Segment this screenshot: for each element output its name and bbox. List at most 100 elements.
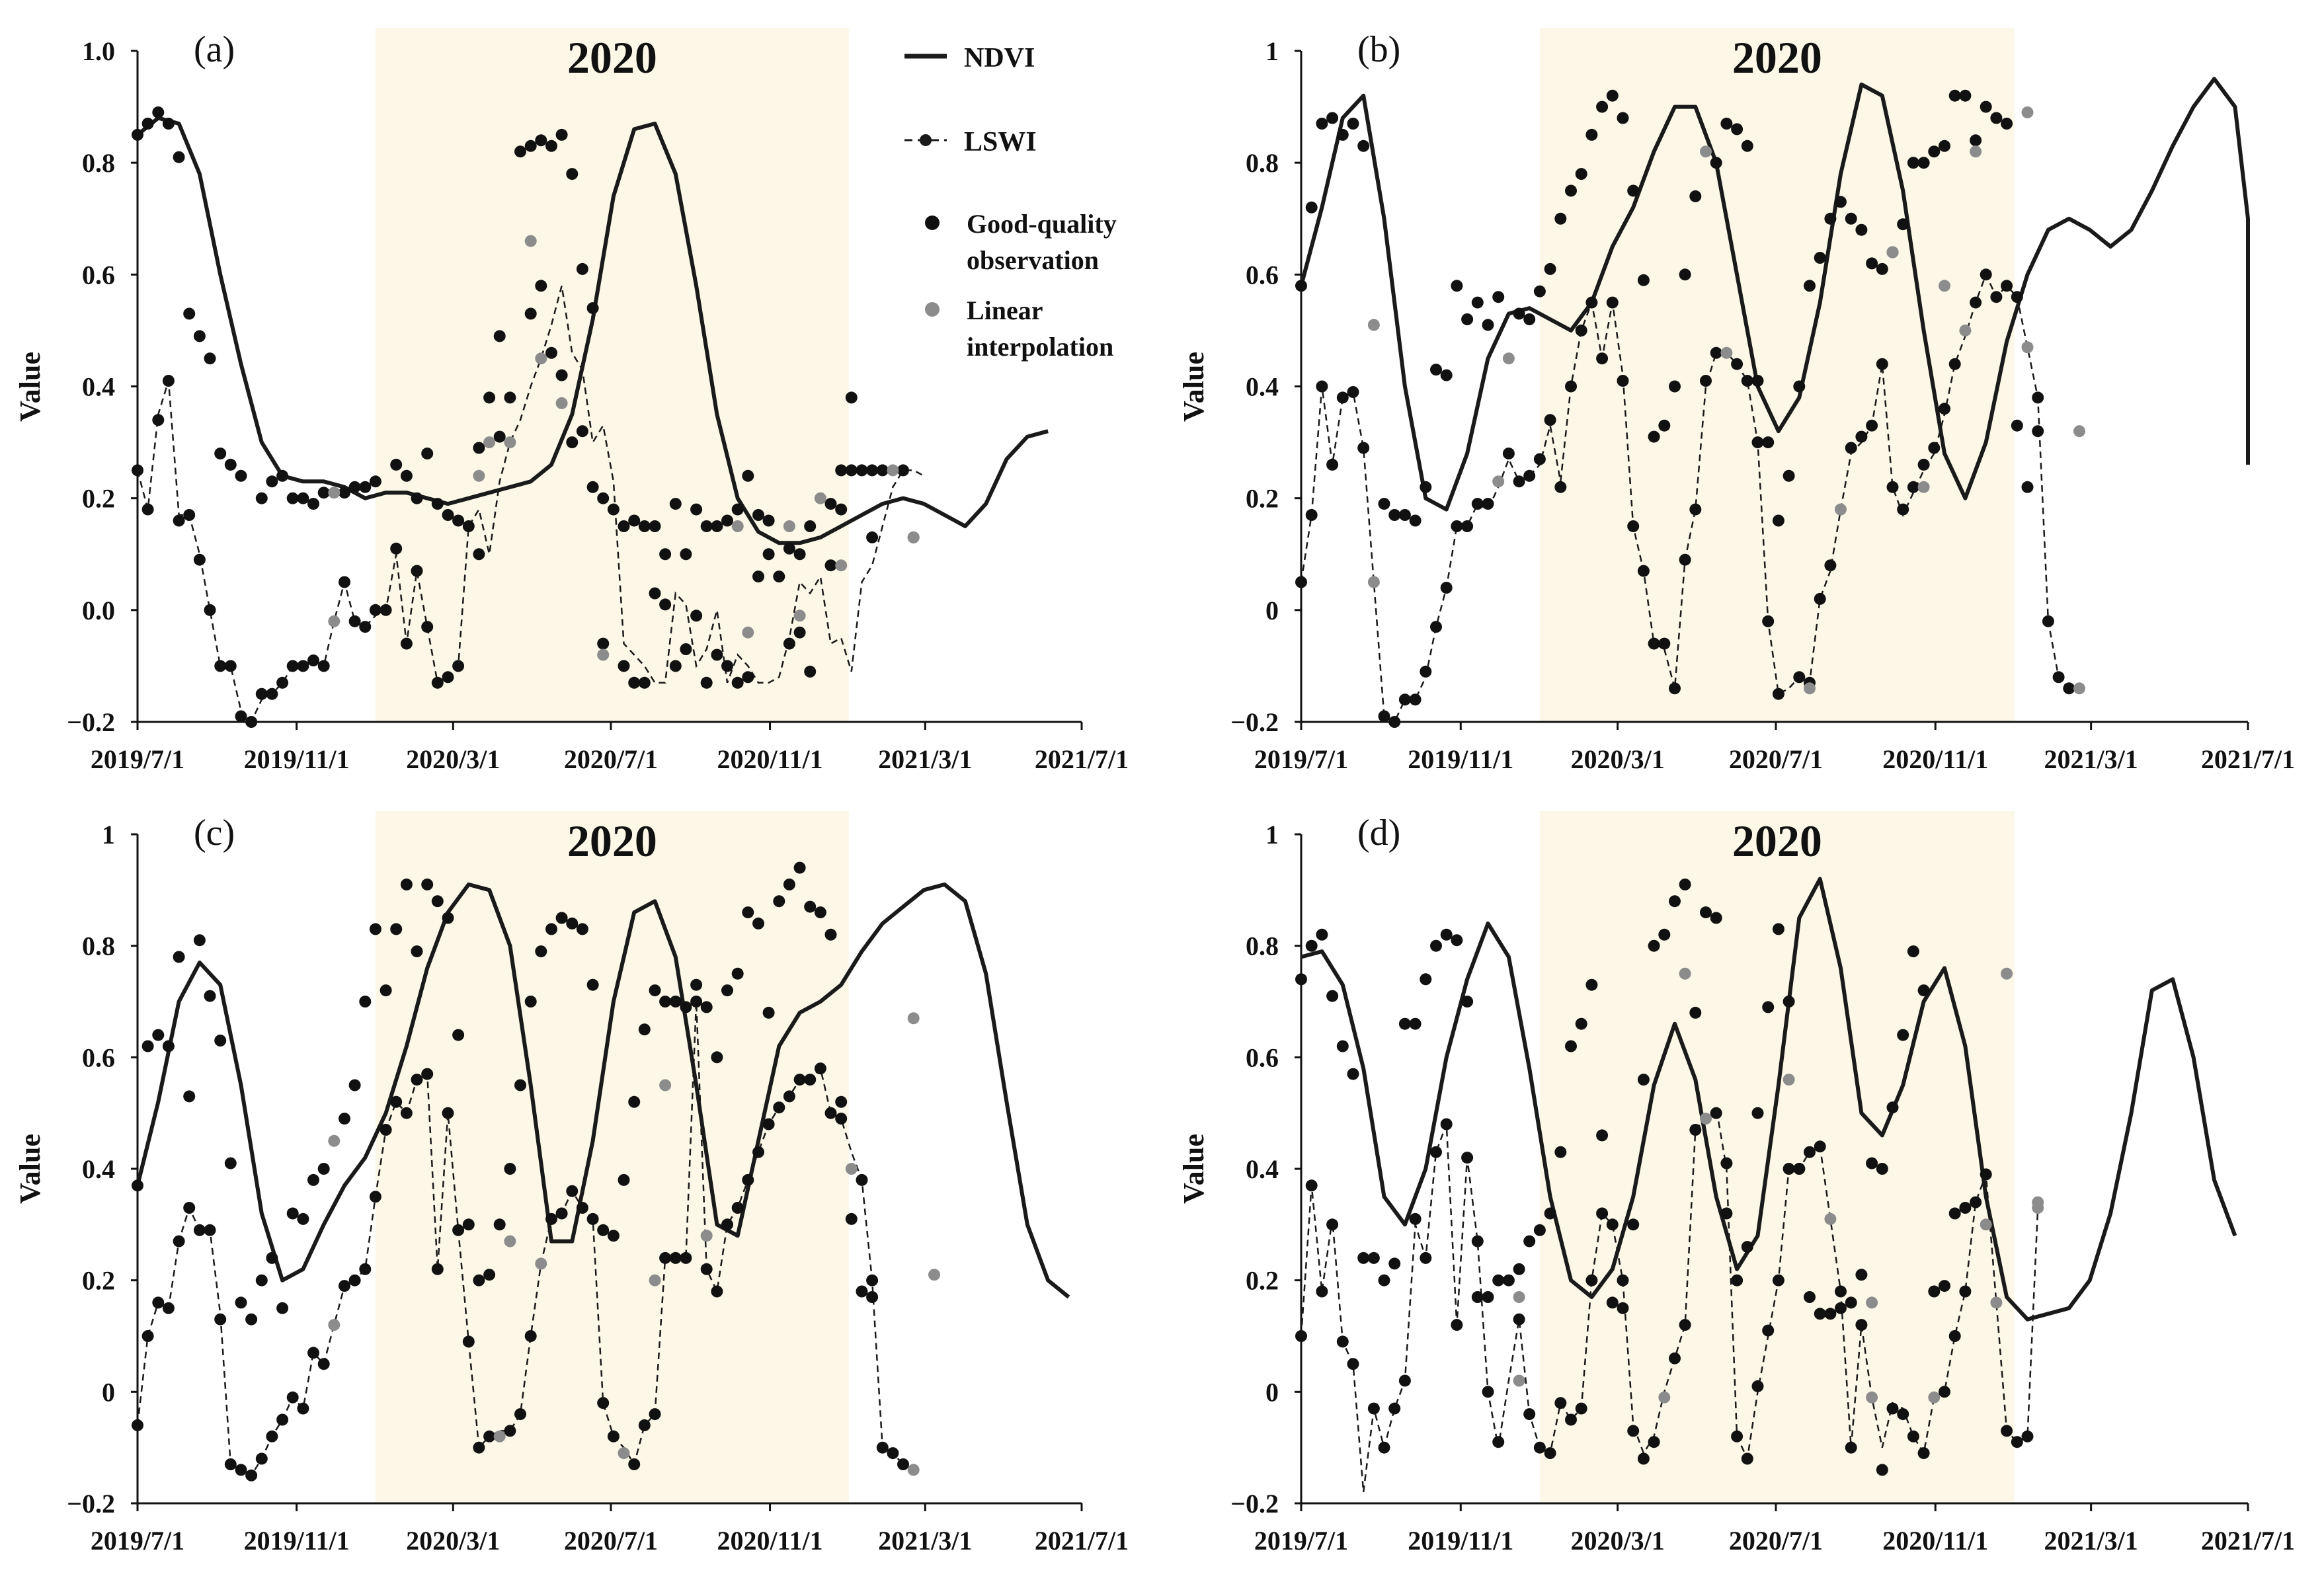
good-quality-point: [1886, 481, 1899, 493]
good-quality-point: [659, 598, 672, 611]
good-quality-point: [680, 1001, 692, 1013]
good-quality-point: [255, 1274, 268, 1286]
good-quality-point: [1627, 1425, 1640, 1437]
x-tick-label: 2020/7/1: [564, 744, 658, 774]
good-quality-point: [762, 1118, 775, 1130]
good-quality-point: [1866, 1157, 1878, 1169]
good-quality-point: [876, 464, 889, 477]
interpolated-point: [835, 559, 848, 572]
good-quality-point: [235, 1296, 247, 1309]
good-quality-point: [742, 906, 754, 919]
good-quality-point: [1866, 419, 1878, 432]
good-quality-point: [1398, 1374, 1411, 1387]
good-quality-point: [1554, 1146, 1567, 1158]
good-quality-point: [173, 951, 185, 963]
x-tick-label: 2021/3/1: [2044, 1526, 2138, 1556]
good-quality-point: [566, 917, 579, 929]
good-quality-point: [235, 710, 247, 723]
good-quality-point: [204, 1224, 216, 1236]
good-quality-point: [555, 1207, 568, 1220]
good-quality-point: [317, 487, 330, 499]
x-tick-label: 2019/11/1: [244, 1526, 350, 1556]
interpolated-point: [2032, 1196, 2044, 1208]
good-quality-point: [711, 520, 723, 532]
good-quality-point: [1783, 1163, 1795, 1175]
good-quality-point: [255, 492, 268, 504]
good-quality-point: [1398, 693, 1411, 706]
good-quality-point: [1970, 134, 1982, 147]
interpolated-point: [907, 531, 920, 543]
interpolated-point: [524, 235, 537, 247]
good-quality-point: [555, 912, 568, 924]
x-tick-label: 2021/7/1: [2201, 1526, 2295, 1556]
good-quality-point: [1751, 1107, 1764, 1119]
interpolated-point: [1679, 967, 1691, 980]
good-quality-point: [400, 637, 413, 650]
good-quality-point: [762, 1006, 775, 1019]
good-quality-point: [173, 151, 185, 163]
good-quality-point: [348, 1079, 361, 1091]
y-tick-label: 0: [1265, 596, 1279, 625]
highlight-band-2020: [375, 811, 849, 1503]
good-quality-point: [245, 716, 258, 728]
good-quality-point: [669, 996, 682, 1007]
good-quality-point: [1388, 1257, 1401, 1270]
good-quality-point: [1939, 139, 1950, 152]
good-quality-point: [297, 1402, 309, 1415]
good-quality-point: [1855, 1269, 1868, 1281]
good-quality-point: [483, 1269, 496, 1281]
good-quality-point: [504, 1425, 516, 1437]
good-quality-point: [897, 464, 909, 477]
good-quality-point: [1876, 1163, 1888, 1175]
good-quality-point: [359, 1263, 372, 1275]
good-quality-point: [731, 1202, 744, 1214]
good-quality-point: [1637, 274, 1650, 286]
interpolated-point: [618, 1447, 630, 1460]
good-quality-point: [2021, 1430, 2034, 1442]
interpolated-point: [907, 1012, 920, 1025]
good-quality-point: [390, 923, 403, 935]
y-tick-label: 1: [102, 820, 115, 849]
y-tick-label: 0.2: [1246, 1266, 1279, 1296]
good-quality-point: [1523, 313, 1536, 325]
legend-interp-label-line2: interpolation: [967, 332, 1113, 362]
good-quality-point: [1824, 1308, 1837, 1320]
good-quality-point: [1575, 168, 1587, 180]
good-quality-point: [431, 676, 444, 689]
good-quality-point: [483, 391, 496, 404]
good-quality-point: [2011, 291, 2023, 303]
good-quality-point: [1804, 1146, 1816, 1158]
good-quality-point: [607, 1230, 620, 1242]
good-quality-point: [504, 1163, 516, 1175]
good-quality-point: [1430, 364, 1442, 376]
good-quality-point: [1305, 509, 1318, 521]
interpolated-point: [1513, 1291, 1525, 1303]
good-quality-point: [1388, 716, 1401, 728]
good-quality-point: [1917, 458, 1930, 471]
good-quality-point: [1357, 1251, 1370, 1264]
good-quality-point: [752, 1146, 764, 1158]
interpolated-point: [473, 469, 485, 482]
good-quality-point: [1648, 1436, 1660, 1448]
good-quality-point: [1388, 1402, 1401, 1415]
good-quality-point: [348, 615, 361, 627]
good-quality-point: [731, 967, 744, 980]
good-quality-point: [1617, 112, 1629, 124]
good-quality-point: [473, 442, 485, 454]
good-quality-point: [607, 503, 620, 516]
good-quality-point: [400, 1107, 413, 1119]
good-quality-point: [535, 280, 547, 292]
good-quality-point: [649, 587, 661, 600]
good-quality-point: [1420, 1251, 1432, 1264]
interpolated-point: [504, 1235, 516, 1247]
interpolated-point: [731, 520, 744, 532]
good-quality-point: [1939, 1386, 1950, 1398]
good-quality-point: [721, 984, 733, 997]
good-quality-point: [1689, 503, 1702, 516]
good-quality-point: [1378, 1274, 1390, 1286]
good-quality-point: [452, 660, 465, 672]
good-quality-point: [224, 660, 237, 672]
good-quality-point: [1939, 1280, 1950, 1292]
x-tick-label: 2020/3/1: [1571, 744, 1665, 774]
good-quality-point: [214, 1313, 227, 1325]
